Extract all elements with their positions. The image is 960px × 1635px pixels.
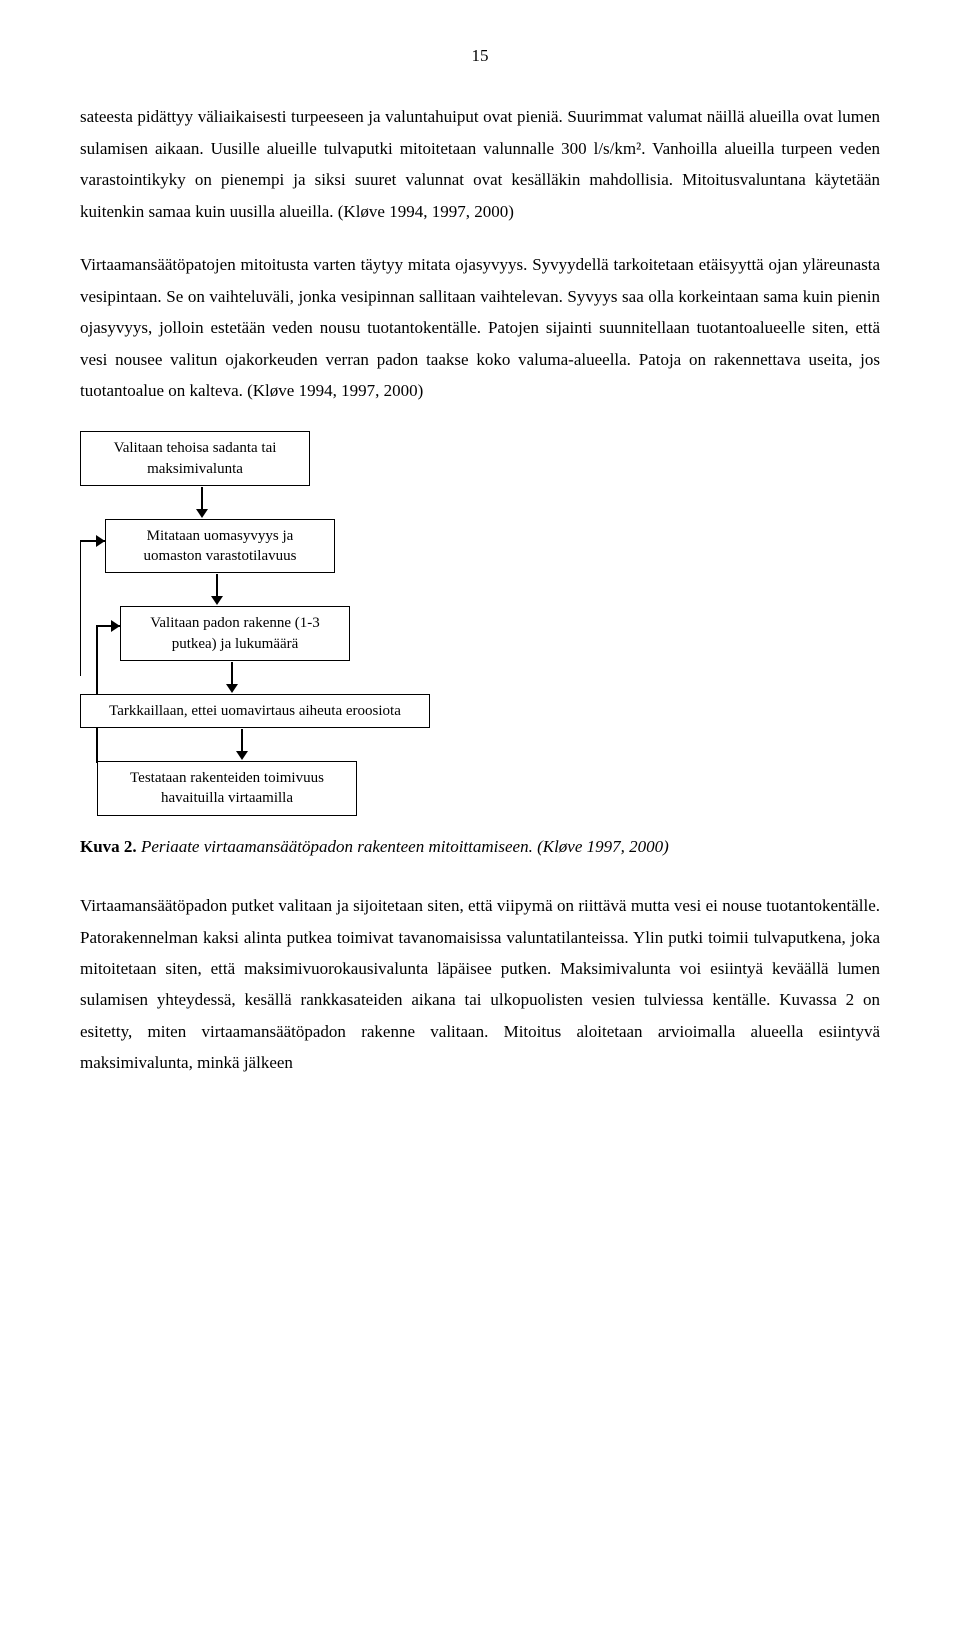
flow-node-5-line1: Testataan rakenteiden toimivuus — [130, 770, 324, 786]
page-number: 15 — [80, 40, 880, 71]
flow-node-3: Valitaan padon rakenne (1-3 putkea) ja l… — [120, 606, 350, 661]
flow-node-3-line1: Valitaan padon rakenne (1-3 — [150, 615, 320, 631]
paragraph-3: Virtaamansäätöpadon putket valitaan ja s… — [80, 890, 880, 1079]
flowchart: Valitaan tehoisa sadanta tai maksimivalu… — [80, 431, 880, 815]
flow-node-2-line1: Mitataan uomasyvyys ja — [147, 528, 294, 544]
flow-node-1-line2: maksimivalunta — [147, 461, 243, 477]
arrow-1-2 — [195, 487, 209, 518]
flow-node-2-line2: uomaston varastotilavuus — [144, 548, 297, 564]
flow-node-5: Testataan rakenteiden toimivuus havaitui… — [97, 761, 357, 816]
paragraph-1: sateesta pidättyy väliaikaisesti turpees… — [80, 101, 880, 227]
flow-node-1: Valitaan tehoisa sadanta tai maksimivalu… — [80, 431, 310, 486]
arrow-2-3 — [210, 574, 224, 605]
flow-node-1-line1: Valitaan tehoisa sadanta tai — [114, 440, 277, 456]
caption-label: Kuva 2. — [80, 837, 137, 856]
flow-node-4: Tarkkaillaan, ettei uomavirtaus aiheuta … — [80, 694, 430, 728]
paragraph-2: Virtaamansäätöpatojen mitoitusta varten … — [80, 249, 880, 406]
flow-node-4-text: Tarkkaillaan, ettei uomavirtaus aiheuta … — [109, 703, 401, 719]
caption-text: Periaate virtaamansäätöpadon rakenteen m… — [137, 837, 669, 856]
flow-node-2: Mitataan uomasyvyys ja uomaston varastot… — [105, 519, 335, 574]
figure-caption: Kuva 2. Periaate virtaamansäätöpadon rak… — [80, 831, 880, 862]
arrow-4-5 — [235, 729, 249, 760]
arrow-3-4 — [225, 662, 239, 693]
flow-node-5-line2: havaituilla virtaamilla — [161, 790, 293, 806]
flow-node-3-line2: putkea) ja lukumäärä — [172, 636, 299, 652]
